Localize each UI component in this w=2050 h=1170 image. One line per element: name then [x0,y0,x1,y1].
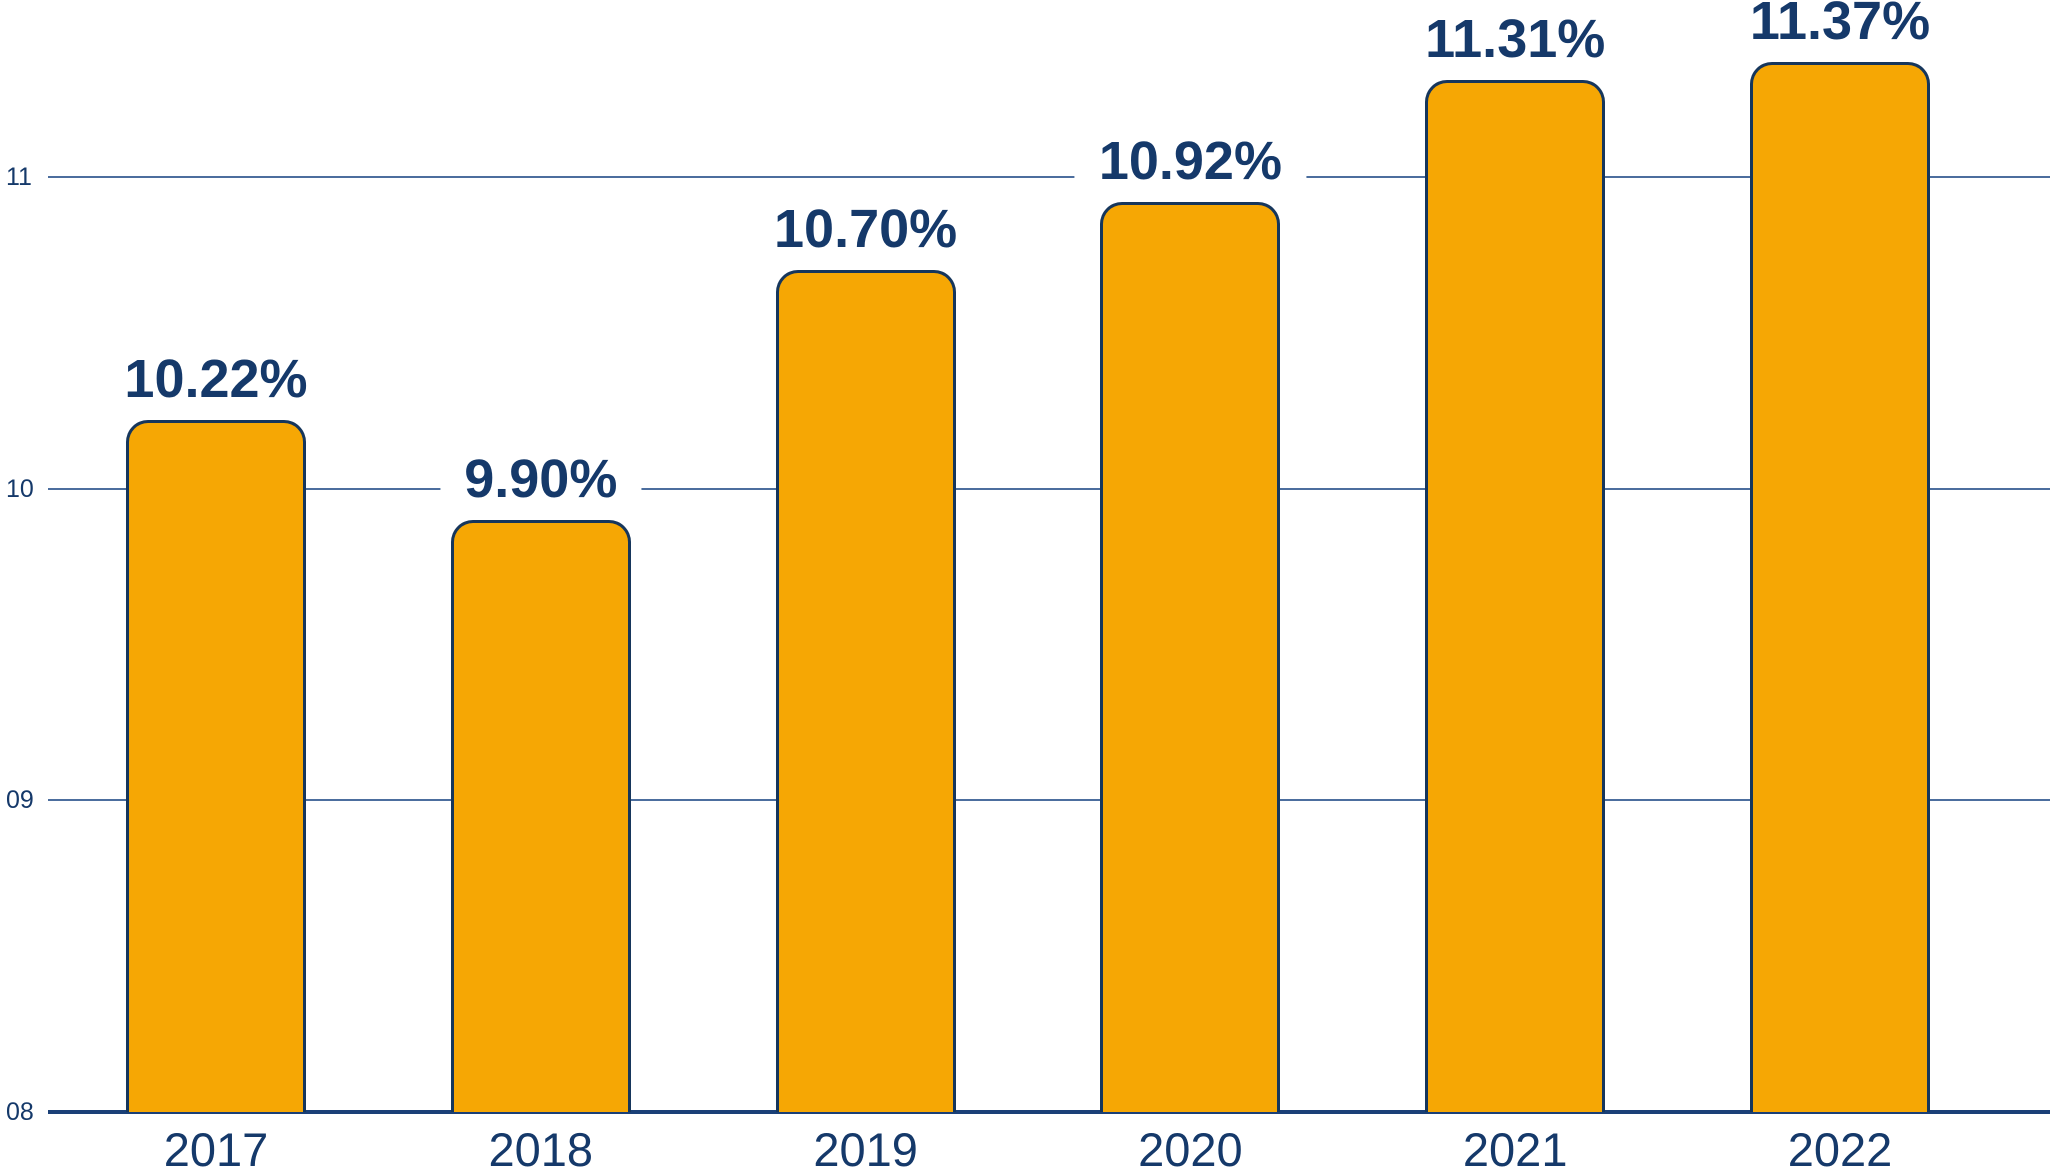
y-tick-label: 08 [6,1098,34,1126]
x-tick-label: 2019 [813,1123,918,1170]
gridline [48,175,2050,178]
bar-2019 [775,270,956,1112]
y-tick-label: 11 [6,162,32,191]
gridline [48,799,2050,802]
y-tick-label: 09 [6,786,34,815]
bar-value-label: 9.90% [440,451,642,506]
bar-value-label: 11.37% [1725,0,1955,48]
x-axis-line [48,1110,2050,1114]
bar-2020 [1100,201,1281,1112]
bar-2017 [126,420,306,1112]
gridline [48,487,2050,490]
bar-value-label: 10.22% [100,352,332,407]
x-tick-label: 2021 [1462,1123,1568,1170]
x-tick-label: 2022 [1787,1123,1893,1170]
x-tick-label: 2020 [1138,1123,1243,1170]
bar-2022 [1750,61,1930,1112]
x-tick-label: 2018 [488,1123,594,1170]
y-tick-label: 10 [6,474,34,503]
bar-value-label: 11.31% [1401,12,1630,67]
x-tick-label: 2017 [163,1123,269,1170]
bar-2021 [1425,80,1606,1112]
bar-value-label: 10.70% [750,202,982,257]
bar-value-label: 10.92% [1074,133,1306,188]
bar-2018 [450,519,631,1112]
